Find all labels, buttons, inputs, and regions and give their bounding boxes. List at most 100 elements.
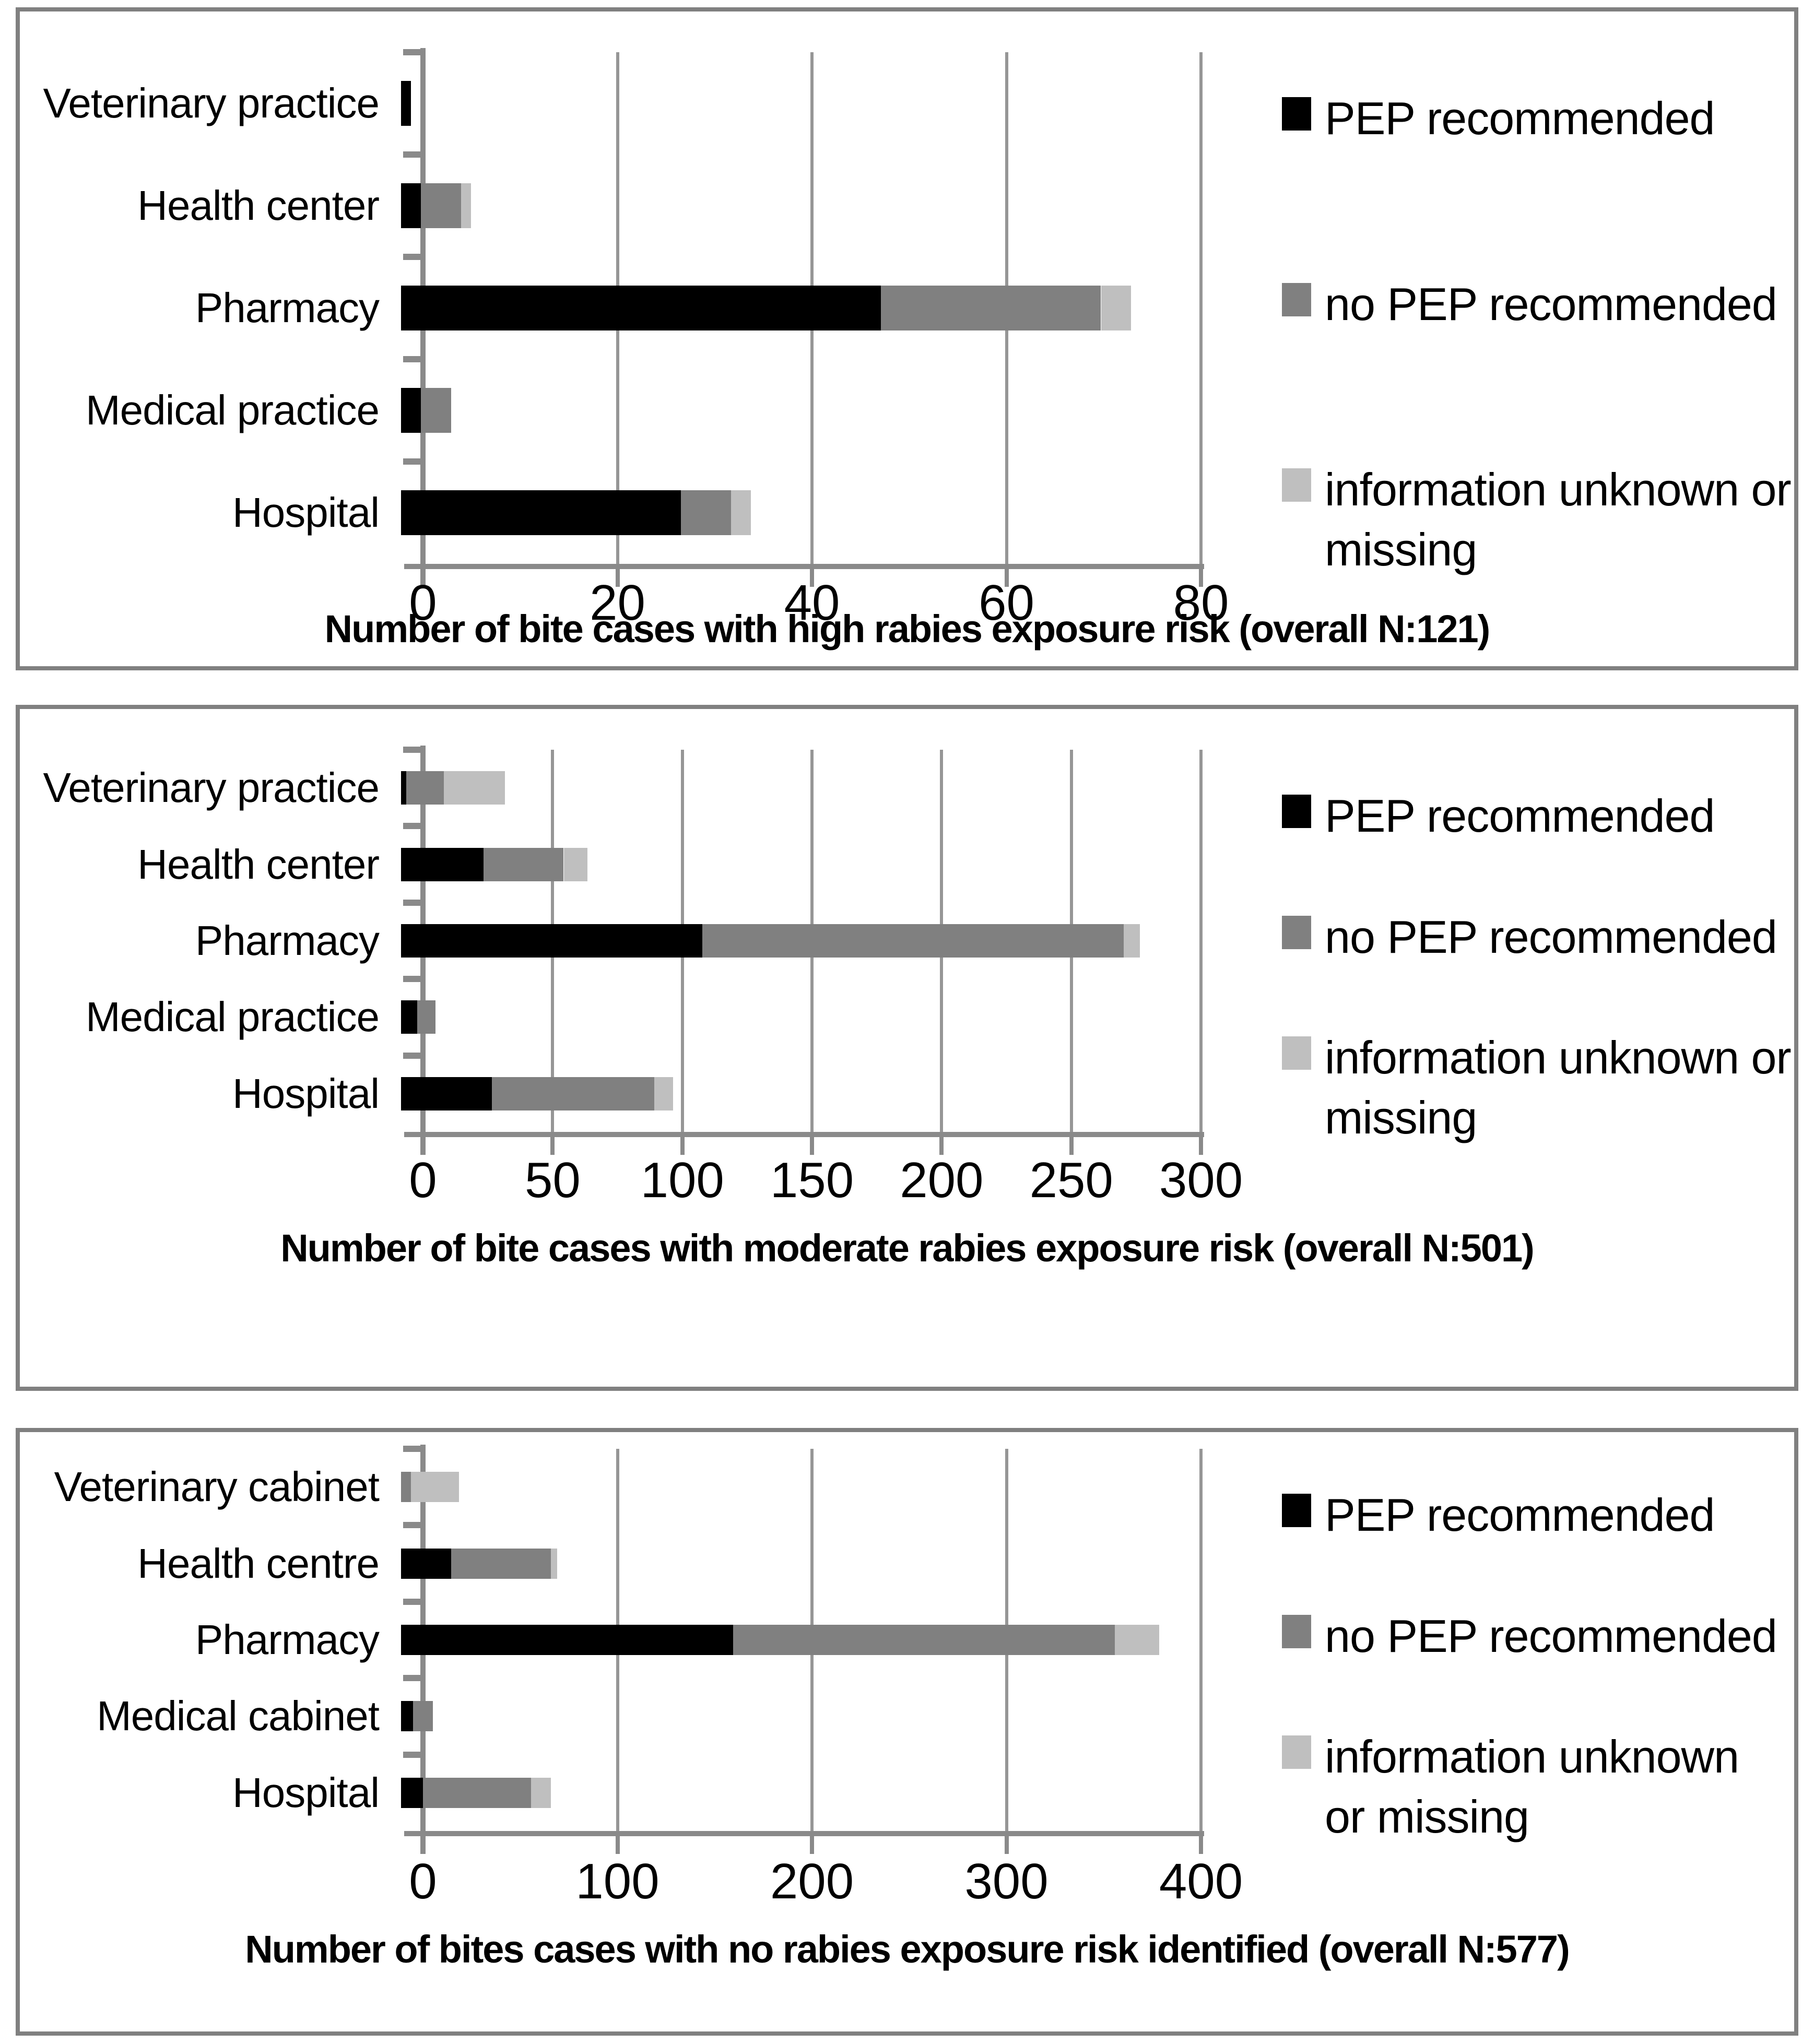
legend-swatch bbox=[1282, 1735, 1311, 1769]
legend-swatch bbox=[1282, 795, 1311, 828]
y-axis-tick-mark bbox=[403, 747, 421, 753]
x-tick-label: 0 bbox=[409, 1152, 437, 1208]
x-tick-label: 300 bbox=[1159, 1152, 1243, 1208]
bar-track bbox=[401, 903, 1201, 979]
legend: PEP recommended no PEP recommended informa… bbox=[1282, 1485, 1783, 1847]
x-tick-label: 200 bbox=[770, 1853, 854, 1909]
bar-segment bbox=[401, 1000, 417, 1034]
chart-row: Hospital bbox=[20, 1056, 1201, 1132]
x-tick-label: 250 bbox=[1029, 1152, 1113, 1208]
legend-label-line: PEP recommended bbox=[1325, 790, 1715, 842]
legend-item: no PEP recommended bbox=[1282, 1606, 1783, 1666]
legend-label: no PEP recommended bbox=[1325, 275, 1777, 334]
x-tick-label: 80 bbox=[1173, 575, 1229, 631]
x-tick-label: 150 bbox=[770, 1152, 854, 1208]
category-label: Health center bbox=[137, 841, 380, 888]
legend-label-line: missing bbox=[1325, 1091, 1477, 1143]
bar-segment bbox=[733, 1625, 1115, 1656]
category-label: Pharmacy bbox=[195, 285, 380, 331]
bar-segment bbox=[406, 771, 444, 805]
x-tick-label: 60 bbox=[979, 575, 1034, 631]
bar-segment bbox=[461, 183, 472, 228]
chart-row: Hospital bbox=[20, 462, 1201, 564]
bar-segment bbox=[563, 847, 588, 881]
legend-label-line: PEP recommended bbox=[1325, 1489, 1715, 1541]
x-axis-line bbox=[404, 1132, 1204, 1137]
bar-segment bbox=[401, 286, 881, 330]
bar-segment bbox=[681, 490, 731, 535]
bar-segment bbox=[401, 81, 411, 126]
bar-track bbox=[401, 462, 1201, 564]
bar-track bbox=[401, 826, 1201, 902]
bar-track bbox=[401, 1678, 1201, 1754]
chart-row: Veterinary practice bbox=[20, 750, 1201, 826]
bar-track bbox=[401, 257, 1201, 359]
bar-segment bbox=[654, 1077, 673, 1110]
category-label: Health centre bbox=[137, 1540, 380, 1587]
x-axis-tick-mark bbox=[1199, 1137, 1203, 1155]
bar-segment bbox=[1123, 924, 1140, 958]
bar-segment bbox=[401, 1472, 411, 1503]
bar-track bbox=[401, 1525, 1201, 1601]
legend-swatch bbox=[1282, 282, 1311, 316]
bar-segment bbox=[401, 1625, 733, 1656]
x-tick-labels: 0 20 40 60 80 bbox=[409, 574, 1229, 632]
y-axis-tick-mark bbox=[403, 976, 421, 983]
bar-segment bbox=[411, 1472, 460, 1503]
rows: Veterinary practice Health center Pharmacy… bbox=[20, 750, 1201, 1132]
legend-label-line: information unknown bbox=[1325, 1731, 1739, 1783]
x-axis-tick-mark bbox=[550, 1137, 555, 1155]
x-axis-tick-mark bbox=[810, 569, 814, 587]
legend-swatch bbox=[1282, 1614, 1311, 1648]
x-axis-tick-mark bbox=[1199, 1836, 1203, 1854]
legend-item: information unknown or missing bbox=[1282, 460, 1792, 580]
bar-segment bbox=[423, 1777, 531, 1808]
bar-segment bbox=[443, 771, 505, 805]
rows: Veterinary practice Health center Pharmacy… bbox=[20, 52, 1201, 564]
bar-segment bbox=[401, 847, 484, 881]
chart-row: Medical cabinet bbox=[20, 1678, 1201, 1754]
chart-row: Medical practice bbox=[20, 359, 1201, 462]
legend-item: information unknown or missing bbox=[1282, 1028, 1792, 1148]
legend-swatch bbox=[1282, 1494, 1311, 1527]
y-axis-tick-mark bbox=[403, 356, 421, 362]
legend-label-line: no PEP recommended bbox=[1325, 278, 1777, 330]
chart-title: Number of bite cases with high rabies ex… bbox=[324, 607, 1491, 651]
x-tick-label: 200 bbox=[900, 1152, 984, 1208]
legend-label-line: information unknown or bbox=[1325, 1032, 1792, 1084]
bar-segment bbox=[421, 388, 451, 433]
y-axis-tick-mark bbox=[403, 1052, 421, 1059]
bar-segment bbox=[451, 1548, 551, 1579]
bar-segment bbox=[401, 771, 407, 805]
legend-label: information unknown or missing bbox=[1325, 460, 1792, 580]
y-axis-tick-mark bbox=[403, 1675, 421, 1682]
legend-label: no PEP recommended bbox=[1325, 907, 1777, 967]
y-axis-tick-mark bbox=[403, 151, 421, 158]
x-axis-tick-mark bbox=[1069, 1137, 1074, 1155]
y-axis-tick-mark bbox=[403, 1751, 421, 1758]
x-tick-label: 0 bbox=[409, 575, 437, 631]
x-tick-label: 400 bbox=[1159, 1853, 1243, 1909]
bar-segment bbox=[484, 847, 564, 881]
chart-row: Health centre bbox=[20, 1525, 1201, 1601]
bar-segment bbox=[881, 286, 1101, 330]
legend-label-line: no PEP recommended bbox=[1325, 911, 1777, 963]
bar-track bbox=[401, 750, 1201, 826]
category-label: Pharmacy bbox=[195, 1616, 380, 1663]
legend-item: PEP recommended bbox=[1282, 786, 1783, 846]
chart-row: Health center bbox=[20, 155, 1201, 257]
legend-item: information unknown or missing bbox=[1282, 1727, 1783, 1847]
legend-label: no PEP recommended bbox=[1325, 1606, 1777, 1666]
x-tick-label: 40 bbox=[784, 575, 840, 631]
legend-item: PEP recommended bbox=[1282, 89, 1783, 148]
x-tick-labels: 0 100 200 300 400 bbox=[409, 1853, 1243, 1910]
legend-label-line: no PEP recommended bbox=[1325, 1610, 1777, 1662]
chart-row: Veterinary practice bbox=[20, 52, 1201, 155]
x-tick-label: 100 bbox=[575, 1853, 659, 1909]
bar-segment bbox=[401, 490, 681, 535]
chart-row: Pharmacy bbox=[20, 257, 1201, 359]
category-label: Veterinary cabinet bbox=[54, 1463, 380, 1510]
legend-swatch bbox=[1282, 97, 1311, 131]
bar-track bbox=[401, 1602, 1201, 1678]
legend-swatch bbox=[1282, 915, 1311, 949]
